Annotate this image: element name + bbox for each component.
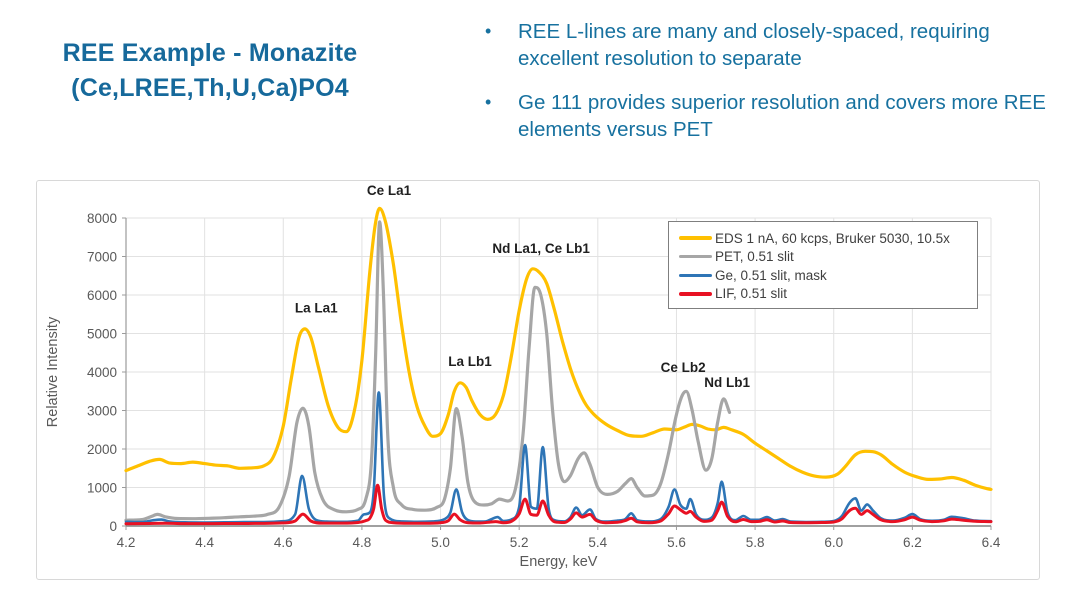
bullet-list: • REE L-lines are many and closely-space… [479, 18, 1057, 160]
y-tick-label: 1000 [87, 481, 117, 496]
x-tick-label: 4.8 [353, 535, 372, 550]
y-tick-label: 4000 [87, 365, 117, 380]
legend-item: LIF, 0.51 slit [679, 285, 971, 303]
peak-label: La Lb1 [448, 354, 492, 369]
y-tick-label: 5000 [87, 327, 117, 342]
peak-label: Ce Lb2 [661, 360, 706, 375]
peak-label: Nd Lb1 [704, 375, 750, 390]
bullet-icon: • [485, 21, 492, 41]
chart-panel: 0 1000 2000 3000 4000 5000 6000 7000 8000 4.2 4.4 4… [36, 180, 1040, 580]
x-tick-label: 5.0 [431, 535, 450, 550]
y-tick-label: 3000 [87, 404, 117, 419]
x-axis-title: Energy, keV [520, 554, 598, 570]
chart-legend: EDS 1 nA, 60 kcps, Bruker 5030, 10.5x PET… [668, 221, 978, 309]
x-tick-label: 5.2 [510, 535, 529, 550]
y-tick-label: 2000 [87, 442, 117, 457]
legend-label: EDS 1 nA, 60 kcps, Bruker 5030, 10.5x [715, 230, 950, 246]
series-line-1 [124, 220, 732, 522]
legend-label: LIF, 0.51 slit [715, 286, 788, 302]
bullet-icon: • [485, 92, 492, 112]
peak-label: La La1 [295, 300, 338, 315]
legend-item: PET, 0.51 slit [679, 248, 971, 266]
legend-item: Ge, 0.51 slit, mask [679, 266, 971, 284]
y-tick-label: 7000 [87, 250, 117, 265]
x-tick-label: 6.4 [982, 535, 1001, 550]
legend-swatch [679, 236, 712, 240]
x-tick-label: 5.8 [746, 535, 765, 550]
bullet-item: • Ge 111 provides superior resolution an… [479, 89, 1057, 143]
title-line-2: (Ce,LREE,Th,U,Ca)PO4 [71, 74, 349, 102]
title-line-1: REE Example - Monazite [62, 39, 358, 67]
legend-label: Ge, 0.51 slit, mask [715, 267, 827, 283]
bullet-item: • REE L-lines are many and closely-space… [479, 18, 1057, 72]
x-tick-label: 6.0 [824, 535, 843, 550]
series-line-3 [124, 483, 993, 526]
legend-item: EDS 1 nA, 60 kcps, Bruker 5030, 10.5x [679, 229, 971, 247]
x-tick-label: 4.4 [195, 535, 214, 550]
peak-label: Ce La1 [367, 183, 412, 198]
x-tick-label: 5.6 [667, 535, 686, 550]
bullet-text: Ge 111 provides superior resolution and … [518, 91, 1046, 141]
legend-swatch [679, 292, 712, 296]
x-tick-label: 4.2 [117, 535, 136, 550]
x-tick-label: 5.4 [588, 535, 607, 550]
y-tick-label: 6000 [87, 288, 117, 303]
x-tick-label: 4.6 [274, 535, 293, 550]
spectra-chart: 0 1000 2000 3000 4000 5000 6000 7000 8000 4.2 4.4 4… [45, 183, 1001, 570]
y-tick-label: 8000 [87, 211, 117, 226]
series-line-0 [124, 206, 993, 491]
y-tick-label: 0 [109, 519, 117, 534]
legend-swatch [679, 273, 712, 278]
bullet-text: REE L-lines are many and closely-spaced,… [518, 20, 990, 70]
peak-label: Nd La1, Ce Lb1 [492, 241, 590, 256]
x-tick-label: 6.2 [903, 535, 922, 550]
legend-swatch [679, 254, 712, 259]
page-title: REE Example - Monazite (Ce,LREE,Th,U,Ca)… [14, 36, 406, 106]
y-axis-title: Relative Intensity [45, 316, 61, 427]
legend-label: PET, 0.51 slit [715, 249, 794, 265]
